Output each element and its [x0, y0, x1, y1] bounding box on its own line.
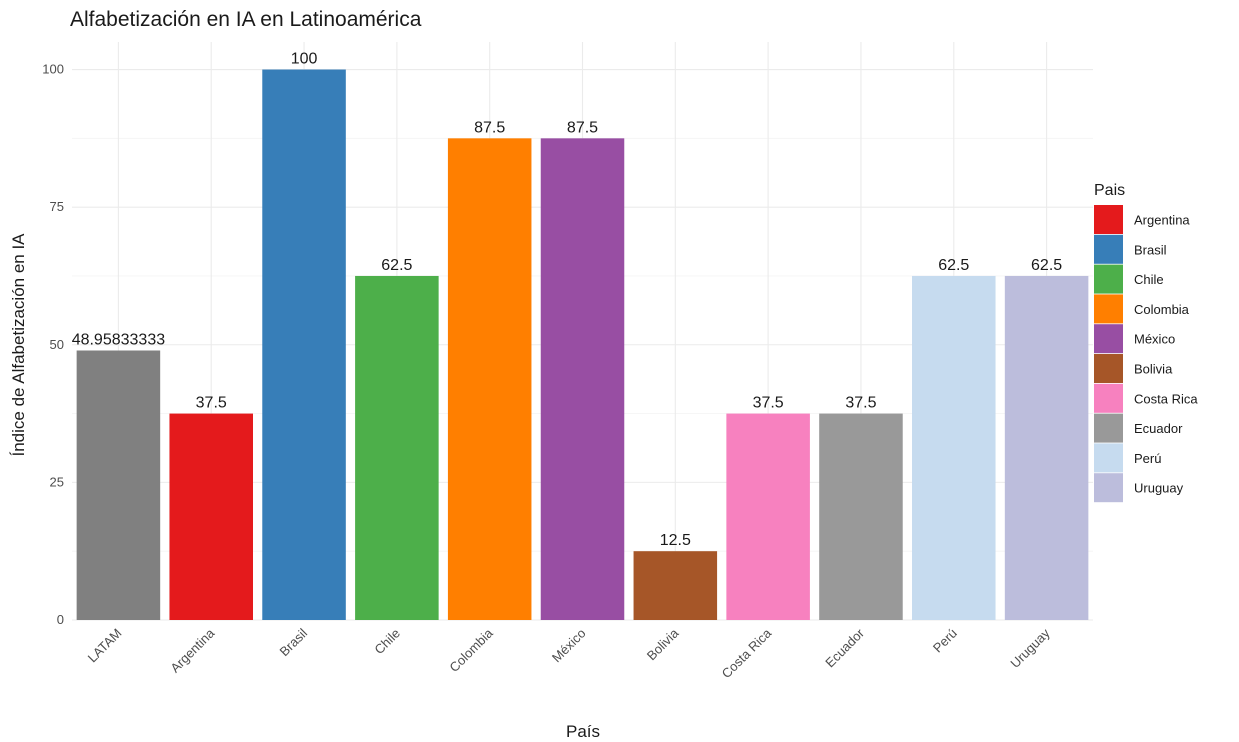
bar-ecuador	[819, 413, 903, 620]
bars	[76, 69, 1089, 621]
legend-swatch	[1094, 324, 1123, 354]
legend-swatch	[1094, 354, 1123, 383]
x-tick-label: Argentina	[167, 625, 218, 676]
y-axis-title: Índice de Alfabetización en IA	[9, 233, 28, 457]
legend-swatch	[1094, 413, 1123, 443]
legend-label: Perú	[1134, 451, 1161, 466]
legend-swatch	[1094, 473, 1123, 503]
bar-value-label: 87.5	[567, 119, 598, 136]
bar-argentina	[169, 413, 253, 620]
bar-value-label: 62.5	[1031, 257, 1062, 274]
x-tick-label: Colombia	[446, 625, 496, 675]
bar-value-label: 87.5	[474, 119, 505, 136]
x-tick-label: Bolivia	[644, 625, 682, 663]
y-tick-label: 0	[57, 612, 64, 627]
y-axis-ticks: 0 25 50 75 100	[42, 62, 64, 627]
bar-value-label: 48.95833333	[72, 331, 166, 348]
legend-swatch	[1094, 443, 1123, 473]
bar-value-label: 37.5	[196, 395, 227, 412]
chart-title: Alfabetización en IA en Latinoamérica	[70, 8, 422, 31]
x-tick-label: Ecuador	[822, 625, 867, 670]
y-tick-label: 100	[42, 62, 64, 77]
x-tick-label: Costa Rica	[719, 625, 775, 681]
bar-brasil	[262, 69, 346, 621]
legend-swatch	[1094, 294, 1123, 324]
bar-value-label: 100	[291, 51, 318, 68]
x-tick-label: LATAM	[85, 626, 125, 666]
bar-chile	[355, 275, 439, 620]
legend-label: Colombia	[1134, 302, 1190, 317]
bar-value-label: 37.5	[845, 395, 876, 412]
y-tick-label: 75	[50, 199, 64, 214]
bar-labels: 48.95833333 37.5 100 62.5 87.5 87.5 12.5 37.5 37…	[72, 51, 1063, 550]
bar-perú	[912, 275, 996, 620]
legend-label: Brasil	[1134, 242, 1167, 257]
y-tick-label: 25	[50, 474, 64, 489]
legend-label: Argentina	[1134, 213, 1190, 228]
legend-swatch	[1094, 383, 1123, 413]
x-tick-label: México	[549, 626, 589, 666]
x-tick-label: Chile	[371, 626, 403, 658]
legend-label: Bolivia	[1134, 362, 1173, 377]
bar-value-label: 62.5	[381, 257, 412, 274]
legend-label: Chile	[1134, 272, 1164, 287]
legend-swatch	[1094, 234, 1123, 264]
legend-label: Ecuador	[1134, 421, 1183, 436]
legend-title: Pais	[1094, 182, 1125, 199]
bar-value-label: 37.5	[753, 395, 784, 412]
bar-colombia	[447, 138, 532, 621]
bar-value-label: 12.5	[660, 532, 691, 549]
legend-swatch	[1094, 264, 1123, 294]
bar-costa-rica	[726, 413, 810, 620]
bar-value-label: 62.5	[938, 257, 969, 274]
legend-label: Uruguay	[1134, 481, 1184, 496]
x-tick-label: Uruguay	[1007, 625, 1053, 671]
legend-swatch	[1094, 205, 1123, 234]
bar-méxico	[540, 138, 625, 621]
bar-uruguay	[1004, 275, 1089, 620]
x-tick-label: Brasil	[277, 625, 311, 659]
legend: Pais Argentina Brasil Chile Colombia México B…	[1094, 182, 1198, 503]
legend-label: Costa Rica	[1134, 391, 1198, 406]
y-tick-label: 50	[50, 337, 64, 352]
x-tick-label: Perú	[930, 626, 960, 656]
legend-label: México	[1134, 332, 1175, 347]
bar-latam	[76, 350, 161, 620]
x-axis-title: País	[566, 722, 600, 741]
bar-bolivia	[633, 551, 718, 620]
x-axis-ticks: LATAM Argentina Brasil Chile Colombia México B…	[85, 625, 1053, 681]
